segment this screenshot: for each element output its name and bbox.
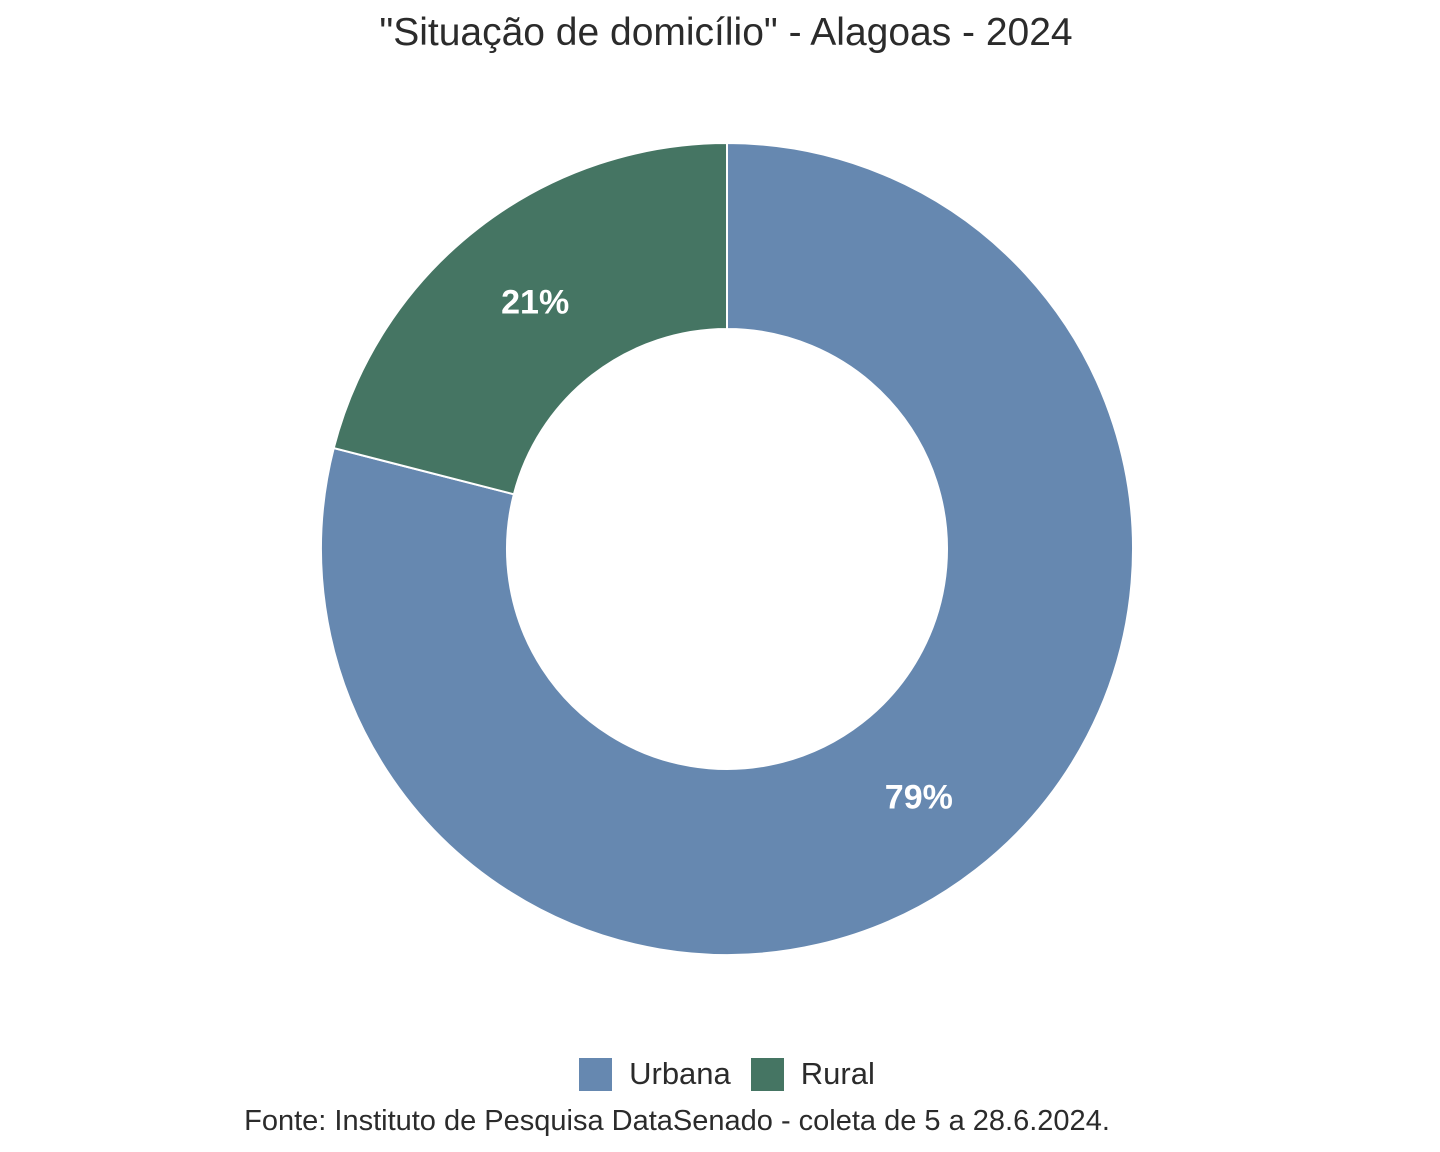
chart-title: "Situação de domicílio" - Alagoas - 2024 (379, 11, 1073, 54)
data-label-urbana: 79% (885, 778, 953, 816)
slice-urbana (320, 141, 1134, 956)
data-label-rural: 21% (501, 284, 569, 322)
slice-rural (332, 141, 728, 496)
legend-key-urbana (579, 1057, 613, 1091)
legend-item-urbana: Urbana (579, 1054, 731, 1094)
legend-label-urbana: Urbana (629, 1056, 731, 1091)
legend: Urbana Rural (0, 1054, 1440, 1094)
legend-label-rural: Rural (800, 1056, 875, 1091)
legend-item-rural: Rural (750, 1054, 875, 1094)
source-caption: Fonte: Instituto de Pesquisa DataSenado … (244, 1105, 1110, 1137)
legend-key-rural (750, 1057, 784, 1091)
